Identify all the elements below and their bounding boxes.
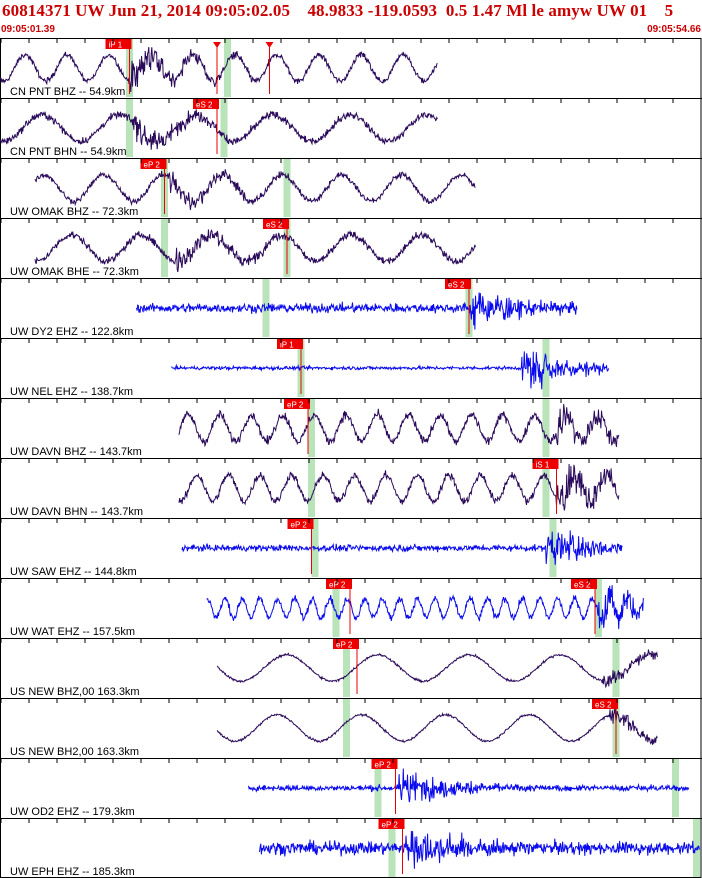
pick-tag	[105, 39, 132, 49]
station-label: UW OMAK BHE -- 72.3km	[10, 266, 139, 278]
trace-row: eS 2 UW DY2 EHZ -- 122.8km	[0, 279, 702, 339]
pick-tag	[445, 279, 471, 289]
trace-row: eP 2 US NEW BHZ,00 163.3km	[0, 639, 702, 699]
pick-label: eS 2	[196, 101, 213, 110]
pick-marker	[265, 42, 274, 48]
waveform	[216, 649, 658, 689]
station-label: UW SAW EHZ -- 144.8km	[10, 566, 137, 578]
pick-label: eP 2	[144, 161, 161, 170]
waveform	[258, 830, 700, 869]
pick-window	[542, 399, 550, 457]
pick-window	[542, 339, 550, 397]
waveform	[206, 585, 645, 630]
time-start-label: 09:05:01.39	[1, 24, 55, 35]
pick-tag	[326, 579, 352, 589]
pick-tag	[277, 339, 303, 349]
trace-row: eP 2 UW SAW EHZ -- 144.8km	[0, 519, 702, 579]
pick-marker	[213, 42, 221, 48]
waveform	[171, 351, 610, 390]
station-label: CN PNT BHN -- 54.9km	[10, 146, 127, 158]
event-header: 60814371 UW Jun 21, 2014 09:05:02.05 48.…	[0, 0, 702, 38]
station-label: UW DAVN BHZ -- 143.7km	[10, 446, 142, 458]
trace-row: iP 1 UW NEL EHZ -- 138.7km	[0, 339, 702, 399]
pick-window	[224, 39, 231, 97]
trace-row: eS 2 UW OMAK BHE -- 72.3km	[0, 219, 702, 279]
pick-window	[343, 639, 350, 697]
trace-row: iS 1 UW DAVN BHN -- 143.7km	[0, 459, 702, 519]
pick-label: eS 2	[266, 221, 283, 230]
waveform	[34, 229, 476, 273]
station-label: US NEW BHZ,00 163.3km	[10, 686, 140, 698]
station-label: UW DAVN BHN -- 143.7km	[10, 506, 143, 518]
station-label: UW WAT EHZ -- 157.5km	[10, 626, 135, 638]
pick-tag	[378, 819, 405, 829]
pick-window	[220, 99, 228, 157]
waveform	[0, 46, 438, 93]
trace-row: eP 2 UW OD2 EHZ -- 179.3km	[0, 759, 702, 819]
seismogram-plot: iP 1 CN PNT BHZ -- 54.9km eS 2 CN PNT BHN -…	[0, 38, 702, 878]
pick-label: eP 2	[375, 761, 392, 770]
waveform	[178, 403, 620, 448]
pick-window	[542, 459, 550, 517]
waveform	[181, 530, 623, 565]
pick-window	[612, 639, 620, 697]
trace-row: eS 2 CN PNT BHN -- 54.9km	[0, 99, 702, 159]
pick-tag	[592, 699, 618, 709]
pick-label: eP 2	[336, 641, 353, 650]
pick-tag	[193, 99, 219, 109]
pick-label: eP 2	[287, 401, 304, 410]
station-label: UW EPH EHZ -- 185.3km	[10, 866, 135, 878]
pick-label: iP 1	[109, 41, 123, 50]
pick-label: eS 2	[595, 701, 612, 710]
pick-tag	[371, 759, 398, 769]
pick-window	[308, 459, 315, 517]
pick-tag	[532, 459, 559, 469]
station-label: CN PNT BHZ -- 54.9km	[10, 86, 125, 98]
waveform	[34, 169, 476, 211]
pick-window	[332, 579, 340, 637]
waveform	[216, 707, 658, 745]
pick-window	[161, 219, 168, 277]
pick-label: iS 1	[536, 461, 550, 470]
waveform	[178, 463, 620, 511]
pick-tag	[287, 519, 314, 529]
pick-window	[126, 99, 133, 157]
trace-row: eP 2 UW DAVN BHZ -- 143.7km	[0, 399, 702, 459]
trace-row: eS 2 US NEW BH2,00 163.3km	[0, 699, 702, 759]
station-label: UW OMAK BHZ -- 72.3km	[10, 206, 138, 218]
station-label: US NEW BH2,00 163.3km	[10, 746, 139, 758]
pick-window	[283, 159, 291, 217]
pick-window	[308, 399, 315, 457]
trace-row: eP 2 UW OMAK BHZ -- 72.3km	[0, 159, 702, 219]
trace-row: eP 2 UW EPH EHZ -- 185.3km	[0, 819, 702, 878]
waveform	[248, 768, 690, 803]
pick-label: eP 2	[382, 821, 399, 830]
pick-tag	[140, 159, 167, 169]
pick-label: eP 2	[291, 521, 308, 530]
pick-tag	[333, 639, 359, 649]
trace-row: eP 2 eS 2 UW WAT EHZ -- 157.5km	[0, 579, 702, 639]
pick-tag	[284, 399, 310, 409]
pick-label: iP 1	[280, 341, 294, 350]
trace-row: iP 1 CN PNT BHZ -- 54.9km	[0, 39, 702, 99]
time-end-label: 09:05:54.66	[647, 24, 701, 35]
station-label: UW NEL EHZ -- 138.7km	[10, 386, 133, 398]
station-label: UW OD2 EHZ -- 179.3km	[10, 806, 135, 818]
station-label: UW DY2 EHZ -- 122.8km	[10, 326, 133, 338]
pick-tag	[263, 219, 289, 229]
pick-label: eS 2	[574, 581, 591, 590]
pick-tag	[571, 579, 597, 589]
pick-label: eS 2	[448, 281, 465, 290]
pick-label: eP 2	[329, 581, 346, 590]
waveform	[0, 109, 438, 150]
waveform	[136, 292, 578, 330]
pick-window	[343, 699, 350, 757]
event-title: 60814371 UW Jun 21, 2014 09:05:02.05 48.…	[2, 1, 674, 20]
